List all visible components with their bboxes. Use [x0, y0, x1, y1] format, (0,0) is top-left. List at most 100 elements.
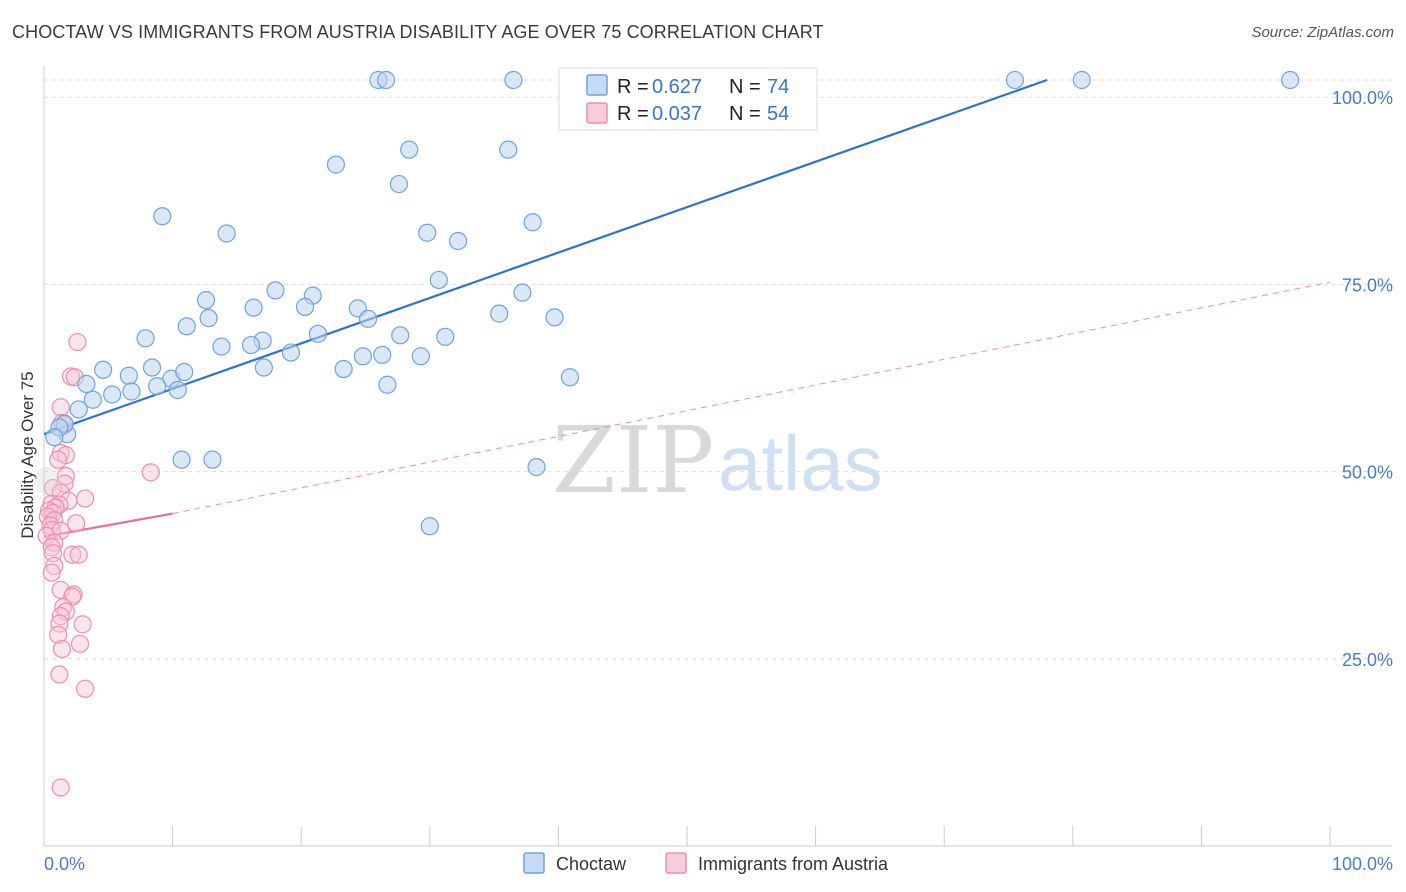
data-point-choctaw [373, 345, 392, 364]
series-legend: Choctaw Immigrants from Austria [523, 852, 889, 874]
y-tick-labels: 25.0% 50.0% 75.0% 100.0% [1332, 88, 1393, 670]
legend-r-label: R = [617, 103, 649, 125]
data-point-choctaw [119, 366, 138, 385]
data-point-choctaw [148, 377, 167, 396]
data-point-choctaw [358, 309, 378, 328]
data-point-choctaw [142, 358, 162, 377]
data-point-choctaw [391, 326, 410, 345]
data-point-choctaw [168, 380, 187, 400]
data-point-choctaw [560, 368, 580, 387]
data-point-austria [51, 778, 70, 797]
legend-r-value-austria: 0.037 [652, 103, 702, 125]
data-point-choctaw [376, 70, 396, 90]
data-point-austria [42, 538, 61, 557]
trend-line-austria-extension [172, 281, 1331, 515]
x-tick-label: 0.0% [44, 854, 85, 874]
data-point-austria [51, 607, 70, 626]
data-point-austria [49, 625, 68, 644]
series-choctaw [33, 70, 1300, 536]
legend-swatch-choctaw [586, 74, 608, 96]
data-point-austria [52, 639, 72, 659]
data-point-choctaw [45, 428, 64, 447]
x-tick-labels: 0.0% 100.0% [44, 854, 1393, 874]
data-point-choctaw [175, 362, 194, 382]
data-point-choctaw [523, 213, 542, 232]
legend-n-value-austria: 54 [767, 103, 789, 125]
data-point-choctaw [136, 329, 155, 348]
data-point-cluster [33, 466, 62, 495]
data-point-choctaw [217, 224, 236, 243]
data-point-choctaw [411, 347, 430, 366]
data-point-choctaw [153, 207, 172, 226]
data-point-choctaw [308, 324, 328, 343]
legend-label-austria: Immigrants from Austria [698, 854, 889, 874]
legend-n-label: N = [729, 103, 761, 125]
data-point-austria [70, 634, 90, 653]
trend-lines [43, 78, 1331, 538]
data-point-choctaw [400, 140, 419, 159]
data-point-choctaw [122, 382, 141, 401]
data-point-choctaw [389, 174, 409, 194]
data-point-choctaw [77, 374, 96, 394]
data-point-choctaw [266, 281, 285, 300]
data-point-choctaw [241, 335, 261, 355]
data-point-choctaw [326, 155, 346, 174]
data-point-choctaw [83, 390, 102, 409]
data-point-choctaw [334, 359, 353, 379]
correlation-legend: R = 0.627 N = 74 R = 0.037 N = 54 [558, 67, 818, 131]
data-point-austria [37, 526, 56, 546]
data-point-choctaw [199, 309, 218, 328]
data-point-choctaw [429, 270, 448, 290]
data-point-austria [68, 332, 87, 352]
data-point-choctaw [418, 223, 437, 242]
legend-r-value-choctaw: 0.627 [652, 76, 702, 98]
data-point-choctaw [420, 517, 439, 536]
data-point-austria [141, 463, 160, 482]
data-point-austria [67, 514, 86, 533]
data-point-austria [63, 545, 82, 564]
legend-swatch-austria [665, 852, 687, 874]
legend-n-label: N = [729, 76, 761, 98]
trend-line-austria [43, 512, 173, 538]
trend-line-choctaw [43, 78, 1048, 436]
data-point-choctaw [436, 327, 455, 346]
y-tick-label: 75.0% [1342, 275, 1393, 295]
x-tick-label: 100.0% [1332, 854, 1393, 874]
legend-label-choctaw: Choctaw [556, 854, 627, 874]
y-tick-label: 50.0% [1342, 463, 1393, 483]
axes [43, 66, 1392, 847]
data-point-austria [51, 398, 70, 417]
y-axis-label: Disability Age Over 75 [18, 371, 37, 538]
data-point-choctaw [353, 347, 373, 366]
data-point-austria [76, 679, 95, 698]
data-point-choctaw [504, 70, 523, 90]
legend-swatch-choctaw [523, 852, 545, 874]
watermark-atlas: atlas [718, 419, 883, 507]
data-point-choctaw [281, 343, 301, 362]
chart-title: CHOCTAW VS IMMIGRANTS FROM AUSTRIA DISAB… [12, 22, 824, 42]
data-point-choctaw [448, 231, 468, 251]
data-point-choctaw [545, 308, 564, 327]
legend-r-label: R = [617, 76, 649, 98]
data-point-choctaw [69, 400, 88, 419]
data-point-choctaw [295, 297, 315, 316]
data-point-choctaw [490, 304, 509, 323]
data-point-austria [63, 587, 82, 606]
y-tick-label: 25.0% [1342, 650, 1393, 670]
data-point-austria [69, 545, 88, 564]
data-point-austria [76, 489, 95, 508]
data-point-choctaw [1281, 70, 1300, 90]
data-point-choctaw [212, 337, 231, 356]
data-point-choctaw [103, 385, 122, 404]
data-point-choctaw [527, 458, 546, 477]
data-point-austria [42, 563, 61, 582]
data-point-choctaw [1072, 70, 1091, 90]
data-point-austria [55, 474, 74, 493]
data-point-choctaw [196, 291, 216, 310]
watermark-zip: ZIP [552, 407, 714, 514]
data-point-choctaw [244, 298, 263, 317]
data-point-choctaw [203, 450, 222, 469]
data-point-choctaw [499, 140, 518, 159]
watermark: ZIP atlas [552, 407, 883, 514]
